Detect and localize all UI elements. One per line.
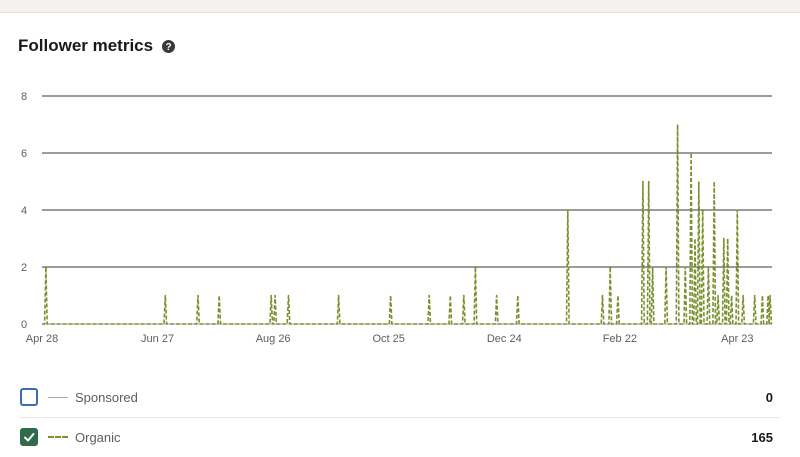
x-tick-label: Apr 28	[26, 333, 58, 345]
x-tick-label: Aug 26	[256, 333, 291, 345]
svg-text:?: ?	[166, 42, 172, 53]
checkmark-icon	[24, 433, 35, 442]
x-tick-label: Jun 27	[141, 333, 174, 345]
x-tick-label: Apr 23	[721, 333, 753, 345]
page-title: Follower metrics	[18, 36, 154, 55]
chart-svg: 0 2 4 6 8 Apr 28 Jun 27 Aug 26 Oct 25 Dec 24 Feb 2…	[21, 91, 773, 345]
x-tick-label: Feb 22	[603, 333, 637, 345]
y-tick-label: 4	[21, 205, 27, 217]
follower-chart: 0 2 4 6 8 Apr 28 Jun 27 Aug 26 Oct 25 Dec 24 Feb 2…	[0, 80, 800, 350]
card-header: Follower metrics ?	[18, 36, 176, 56]
y-tick-label: 0	[21, 319, 27, 331]
legend-row-organic[interactable]: Organic 165	[20, 417, 780, 457]
legend-value-sponsored: 0	[765, 389, 773, 405]
y-tick-label: 2	[21, 262, 27, 274]
organic-line-swatch	[48, 436, 68, 438]
question-circle-icon[interactable]: ?	[162, 39, 176, 53]
y-tick-label: 8	[21, 91, 27, 103]
legend-label-organic: Organic	[75, 429, 121, 445]
x-tick-label: Oct 25	[372, 333, 404, 345]
top-strip	[0, 0, 800, 13]
x-tick-label: Dec 24	[487, 333, 522, 345]
sponsored-checkbox[interactable]	[20, 388, 38, 406]
sponsored-line-swatch	[48, 396, 68, 398]
legend-row-sponsored[interactable]: Sponsored 0	[20, 377, 780, 418]
legend-label-sponsored: Sponsored	[75, 389, 138, 405]
legend-value-organic: 165	[751, 429, 773, 445]
series-line-organic	[42, 123, 773, 325]
organic-checkbox[interactable]	[20, 428, 38, 446]
y-tick-label: 6	[21, 148, 27, 160]
